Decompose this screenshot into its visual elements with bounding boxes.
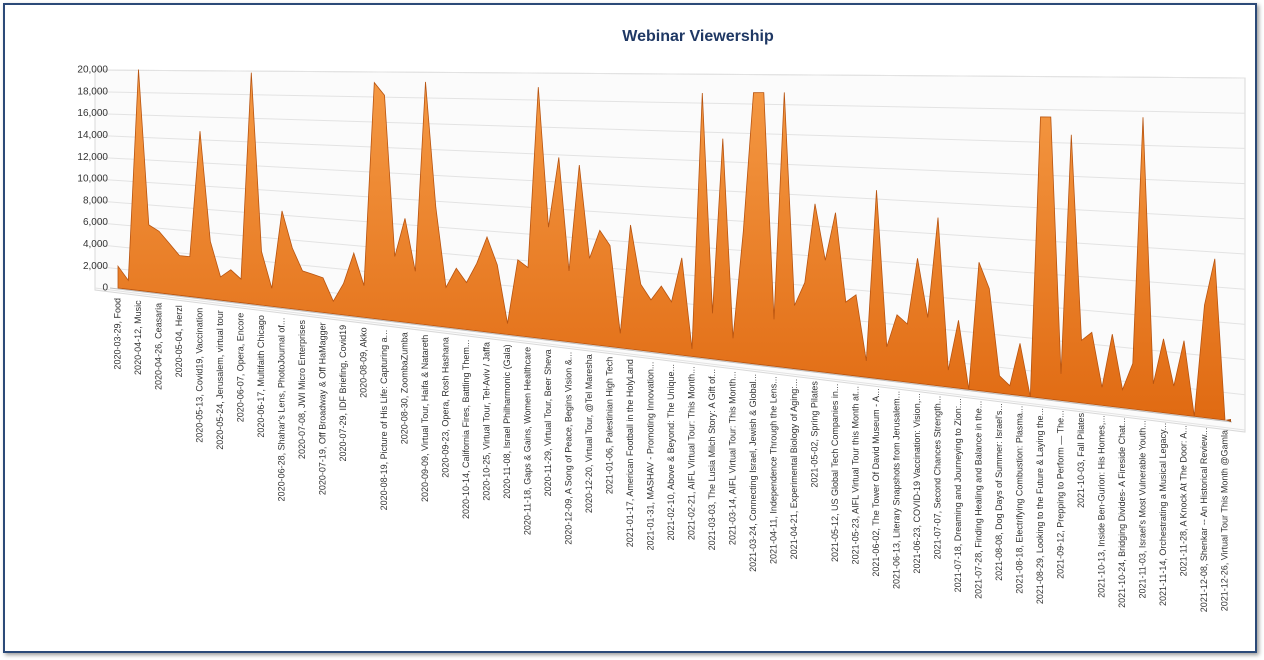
x-tick-label: 2021-11-03, Israel's Most Vulnerable You… [1137,420,1147,598]
x-tick-label: 2021-09-12, Prepping to Perform — The... [1055,410,1065,578]
x-tick-label: 2021-06-13, Literary Snapshots from Jeru… [891,391,901,589]
y-tick-label: 10,000 [77,174,108,185]
x-tick-label: 2021-12-08, Shenkar -- An Historical Rev… [1199,428,1209,613]
grid-line [94,69,1246,79]
area-depth [1225,419,1231,422]
x-tick-label: 2020-11-08, Israel Philharmonic (Gala) [502,344,512,498]
x-tick-label: 2021-05-12, US Global Tech Companies in.… [830,384,840,562]
y-tick-label: 6,000 [83,217,108,228]
x-tick-label: 2021-06-23, COVID-19 Vaccination: Vision… [912,393,922,573]
x-tick-label: 2021-04-21, Experimental Biology of Agin… [789,379,799,560]
x-tick-label: 2020-09-23, Opera, Rosh Hashana [440,337,450,478]
x-tick-label: 2021-01-17, American Football in the Hol… [625,359,635,547]
x-tick-label: 2020-11-29, Virtual Tour, Beer Sheva [543,349,553,496]
x-tick-label: 2021-10-24, Bridging Divides- A Fireside… [1117,418,1127,608]
y-tick-label: 2,000 [83,261,108,272]
x-tick-label: 2020-10-14, California Fires, Battling T… [461,340,471,519]
x-tick-label: 2021-02-10, Above & Beyond: The Unique..… [666,364,676,540]
x-tick-label: 2020-08-09, Akko [358,327,368,398]
area [117,69,1226,421]
x-tick-label: 2021-02-21, AIFL Virtual Tour: This Mont… [686,366,696,540]
x-tick-label: 2020-10-25, Virtual Tour, Tel-Aviv / Jaf… [481,342,491,501]
x-tick-label: 2020-06-17, Multifaith Chicago [256,315,266,438]
x-tick-label: 2020-07-29, IDF Briefing, Covid19 [338,325,348,462]
x-tick-label: 2020-05-13, Covid19, Vaccination [194,308,204,443]
chart-frame [3,3,1257,653]
x-tick-label: 2021-04-11, Independence Through the Len… [768,376,778,564]
x-tick-label: 2020-07-08, JWI Micro Enterprises [297,320,307,460]
x-tick-label: 2021-10-03, Fall Pilates [1076,412,1086,508]
x-tick-label: 2020-05-24, Jerusalem, virtual tour [215,310,225,450]
x-tick-label: 2020-03-29, Food [112,298,122,370]
x-tick-label: 2021-03-14, AIFL Virtual Tour: This Mont… [727,371,737,545]
y-tick-label: 18,000 [77,86,108,97]
x-tick-label: 2020-06-28, Shahar's Lens, PhotoJournal … [276,318,286,502]
x-tick-label: 2021-05-02, Spring Pilates [809,381,819,488]
x-tick-label: 2020-08-30, ZoombaZumba [399,332,409,444]
grid-line [94,113,1246,149]
x-tick-label: 2021-07-07, Second Chances Strength... [932,396,942,560]
x-tick-label: 2020-12-20, Virtual Tour, @Tel Maresha [584,354,594,513]
x-tick-label: 2021-07-18, Dreaming and Journeying to Z… [953,398,963,592]
grid-line [94,91,1246,114]
y-tick-label: 14,000 [77,130,108,141]
x-tick-label: 2021-07-28, Finding Healing and Balance … [973,401,983,599]
x-tick-label: 2021-06-02, The Tower Of David Museum - … [871,388,881,576]
y-tick-label: 0 [102,283,108,294]
x-tick-label: 2021-11-14, Orchestrating a Musical Lega… [1158,423,1168,606]
x-tick-label: 2021-03-03, The Lusia Milch Story: A Gif… [707,369,717,550]
x-tick-label: 2021-10-13, Inside Ben-Gurion: His Homes… [1096,415,1106,598]
x-tick-label: 2021-08-29, Looking to the Future & Layi… [1035,408,1045,604]
x-tick-label: 2020-11-18, Gaps & Gains, Women Healthca… [522,347,532,535]
x-tick-label: 2020-07-19, Off Broadway & Off HaMagger [317,322,327,495]
floor-line [109,287,1233,423]
x-tick-label: 2021-11-28, A Knock At The Door: A... [1178,425,1188,576]
y-tick-label: 4,000 [83,239,108,250]
x-tick-label: 2020-06-07, Opera, Encore [235,313,245,423]
x-tick-label: 2020-08-19, Picture of His Life: Capturi… [379,330,389,511]
x-tick-label: 2021-01-31, MASHAV - Promoting Innovatio… [645,362,655,551]
y-tick-label: 20,000 [77,65,108,76]
grid-line [94,287,1246,431]
x-tick-label: 2021-08-18, Electrifying Combustion: Pla… [1014,406,1024,594]
x-tick-label: 2020-12-09, A Song of Peace, Begins Visi… [563,352,573,545]
x-tick-label: 2021-05-23, AIFL Virtual Tour this Month… [850,386,860,564]
x-tick-label: 2020-04-12, Music [133,300,143,375]
x-tick-label: 2020-05-04, Herzl [174,305,184,377]
y-tick-label: 16,000 [77,108,108,119]
x-tick-label: 2020-04-26, Ceasaria [153,303,163,390]
y-tick-label: 12,000 [77,152,108,163]
y-tick-label: 8,000 [83,195,108,206]
x-tick-label: 2021-12-26, Virtual Tour This Month @Gam… [1219,430,1229,611]
x-tick-label: 2021-08-08, Dog Days of Summer: Israel's… [994,403,1004,581]
x-tick-label: 2020-09-09, Virtual Tour, Haifa & Natare… [420,335,430,502]
x-tick-label: 2021-03-24, Connecting Israel, Jewish & … [748,374,758,572]
x-tick-label: 2021-01-06, Palestinian High Tech [604,357,614,494]
chart-title: Webinar Viewership [622,28,774,45]
